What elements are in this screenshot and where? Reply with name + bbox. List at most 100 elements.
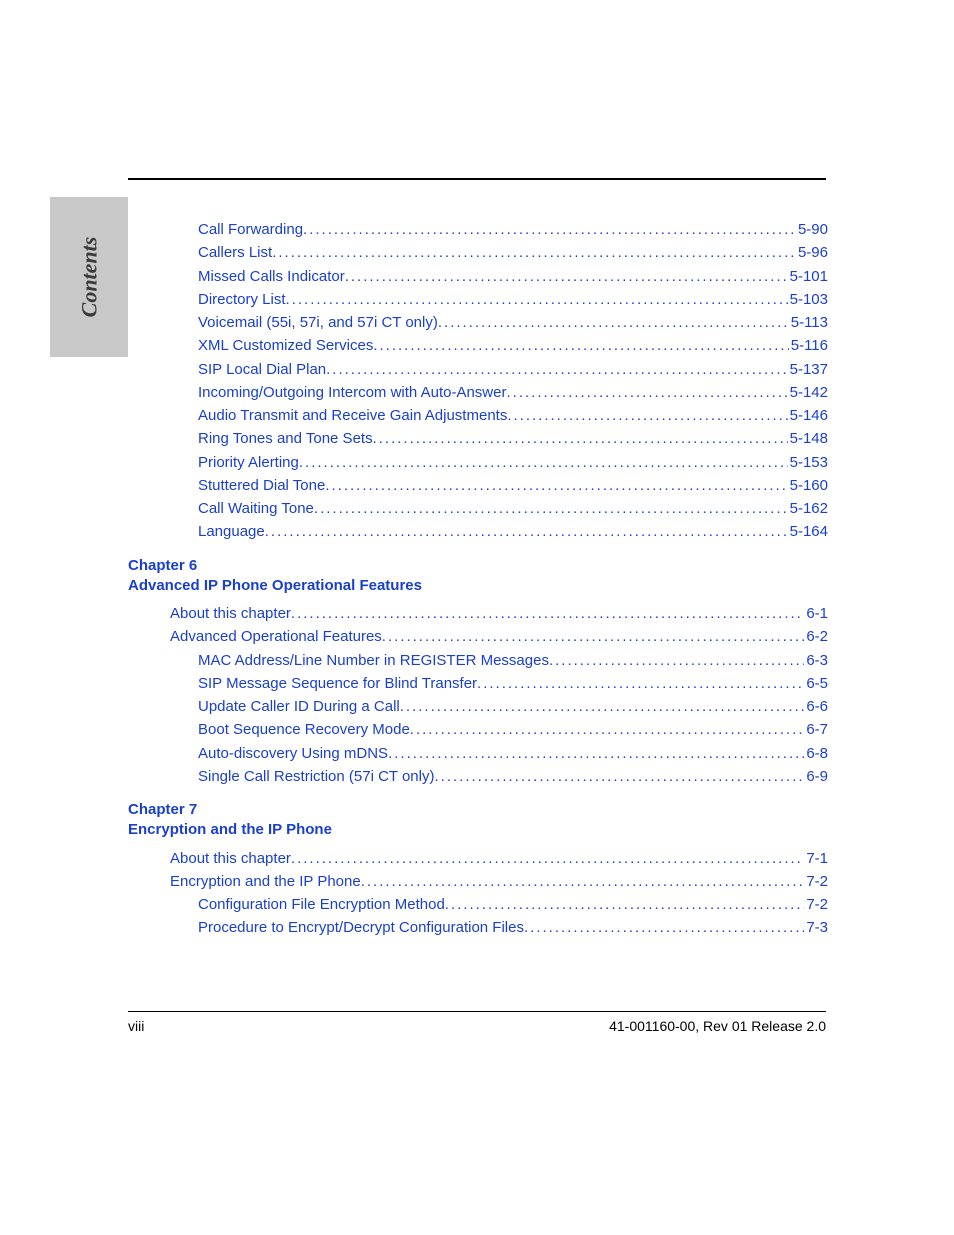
footer-doc-id: 41-001160-00, Rev 01 Release 2.0 [609, 1018, 826, 1034]
toc-entry[interactable]: Audio Transmit and Receive Gain Adjustme… [128, 404, 828, 427]
toc-entry-page: 7-2 [804, 870, 828, 893]
toc-entry[interactable]: SIP Message Sequence for Blind Transfer … [128, 672, 828, 695]
toc-entry[interactable]: Auto-discovery Using mDNS 6-8 [128, 742, 828, 765]
toc-leader-dots [361, 870, 805, 893]
toc-entry-label: Single Call Restriction (57i CT only) [198, 765, 434, 788]
toc-entry-label: SIP Message Sequence for Blind Transfer [198, 672, 477, 695]
page-footer: viii 41-001160-00, Rev 01 Release 2.0 [128, 1018, 826, 1034]
toc-entry-label: Procedure to Encrypt/Decrypt Configurati… [198, 916, 524, 939]
toc-entry-label: Encryption and the IP Phone [170, 870, 361, 893]
toc-entry-page: 5-101 [788, 265, 828, 288]
chapter-title[interactable]: Advanced IP Phone Operational Features [128, 576, 828, 596]
toc-entry-page: 6-6 [804, 695, 828, 718]
toc-entry-label: About this chapter [170, 847, 291, 870]
toc-entry[interactable]: Voicemail (55i, 57i, and 57i CT only) 5-… [128, 311, 828, 334]
toc-entry[interactable]: SIP Local Dial Plan 5-137 [128, 358, 828, 381]
footer-page-number: viii [128, 1018, 144, 1034]
toc-entry-label: XML Customized Services [198, 334, 373, 357]
toc-entry-page: 5-162 [788, 497, 828, 520]
toc-leader-dots [265, 520, 788, 543]
toc-entry[interactable]: Stuttered Dial Tone 5-160 [128, 474, 828, 497]
toc-entry[interactable]: Boot Sequence Recovery Mode 6-7 [128, 718, 828, 741]
toc-entry-label: Call Forwarding [198, 218, 303, 241]
toc-entry-page: 5-96 [796, 241, 828, 264]
toc-entry-label: Boot Sequence Recovery Mode [198, 718, 410, 741]
toc-entry[interactable]: Missed Calls Indicator 5-101 [128, 265, 828, 288]
toc-entry[interactable]: Language 5-164 [128, 520, 828, 543]
toc-entry[interactable]: Call Waiting Tone 5-162 [128, 497, 828, 520]
toc-entry-page: 5-142 [788, 381, 828, 404]
toc-leader-dots [445, 893, 805, 916]
toc-entry-label: Voicemail (55i, 57i, and 57i CT only) [198, 311, 438, 334]
toc-leader-dots [507, 404, 787, 427]
toc-entry[interactable]: Incoming/Outgoing Intercom with Auto-Ans… [128, 381, 828, 404]
toc-entry-page: 6-9 [804, 765, 828, 788]
toc-leader-dots [303, 218, 796, 241]
toc-entry-label: MAC Address/Line Number in REGISTER Mess… [198, 649, 549, 672]
toc-entry-page: 5-113 [789, 311, 828, 334]
toc-entry-label: Priority Alerting [198, 451, 299, 474]
chapter-heading: Chapter 6Advanced IP Phone Operational F… [128, 556, 828, 597]
toc-entry-label: Callers List [198, 241, 272, 264]
toc-entry-label: Stuttered Dial Tone [198, 474, 325, 497]
page: Contents Call Forwarding 5-90Callers Lis… [0, 0, 954, 1235]
toc-leader-dots [388, 742, 804, 765]
toc-entry-label: Call Waiting Tone [198, 497, 314, 520]
toc-entry-label: Incoming/Outgoing Intercom with Auto-Ans… [198, 381, 506, 404]
toc-leader-dots [524, 916, 804, 939]
toc-entry-page: 6-2 [804, 625, 828, 648]
toc-leader-dots [400, 695, 805, 718]
toc-leader-dots [434, 765, 804, 788]
toc-leader-dots [272, 241, 796, 264]
chapter-label[interactable]: Chapter 7 [128, 800, 828, 820]
toc-entry-label: About this chapter [170, 602, 291, 625]
toc-entry[interactable]: Call Forwarding 5-90 [128, 218, 828, 241]
toc-entry[interactable]: Priority Alerting 5-153 [128, 451, 828, 474]
toc-entry[interactable]: Encryption and the IP Phone 7-2 [128, 870, 828, 893]
toc-leader-dots [299, 451, 788, 474]
toc-entry-page: 5-164 [788, 520, 828, 543]
toc-entry[interactable]: Procedure to Encrypt/Decrypt Configurati… [128, 916, 828, 939]
toc-leader-dots [326, 358, 787, 381]
toc-entry-label: Update Caller ID During a Call [198, 695, 400, 718]
toc-entry[interactable]: Update Caller ID During a Call 6-6 [128, 695, 828, 718]
chapter-label[interactable]: Chapter 6 [128, 556, 828, 576]
toc-entry-page: 7-3 [804, 916, 828, 939]
toc-entry[interactable]: MAC Address/Line Number in REGISTER Mess… [128, 649, 828, 672]
toc-content: Call Forwarding 5-90Callers List 5-96Mis… [128, 218, 828, 940]
toc-leader-dots [325, 474, 787, 497]
toc-entry[interactable]: Configuration File Encryption Method 7-2 [128, 893, 828, 916]
toc-entry-page: 6-5 [804, 672, 828, 695]
chapter-title[interactable]: Encryption and the IP Phone [128, 820, 828, 840]
toc-entry[interactable]: About this chapter 7-1 [128, 847, 828, 870]
toc-entry-label: Advanced Operational Features [170, 625, 382, 648]
toc-leader-dots [286, 288, 788, 311]
toc-entry-page: 5-116 [789, 334, 828, 357]
toc-leader-dots [549, 649, 804, 672]
toc-entry[interactable]: About this chapter 6-1 [128, 602, 828, 625]
toc-leader-dots [373, 427, 788, 450]
toc-entry[interactable]: Single Call Restriction (57i CT only) 6-… [128, 765, 828, 788]
toc-entry-page: 6-1 [804, 602, 828, 625]
toc-leader-dots [438, 311, 789, 334]
toc-leader-dots [373, 334, 788, 357]
toc-entry[interactable]: Advanced Operational Features 6-2 [128, 625, 828, 648]
toc-entry-page: 5-137 [788, 358, 828, 381]
toc-entry-label: Missed Calls Indicator [198, 265, 345, 288]
toc-entry-page: 5-90 [796, 218, 828, 241]
toc-entry-page: 6-7 [804, 718, 828, 741]
toc-entry[interactable]: Ring Tones and Tone Sets 5-148 [128, 427, 828, 450]
sidebar-tab: Contents [50, 197, 128, 357]
toc-entry[interactable]: Directory List 5-103 [128, 288, 828, 311]
toc-entry-page: 7-1 [804, 847, 828, 870]
bottom-rule [128, 1011, 826, 1012]
toc-entry-page: 5-103 [788, 288, 828, 311]
toc-entry[interactable]: Callers List 5-96 [128, 241, 828, 264]
toc-leader-dots [291, 847, 804, 870]
toc-entry-label: Ring Tones and Tone Sets [198, 427, 373, 450]
top-rule [128, 178, 826, 180]
sidebar-label: Contents [76, 237, 102, 318]
toc-leader-dots [506, 381, 787, 404]
toc-entry[interactable]: XML Customized Services 5-116 [128, 334, 828, 357]
toc-entry-label: Directory List [198, 288, 286, 311]
